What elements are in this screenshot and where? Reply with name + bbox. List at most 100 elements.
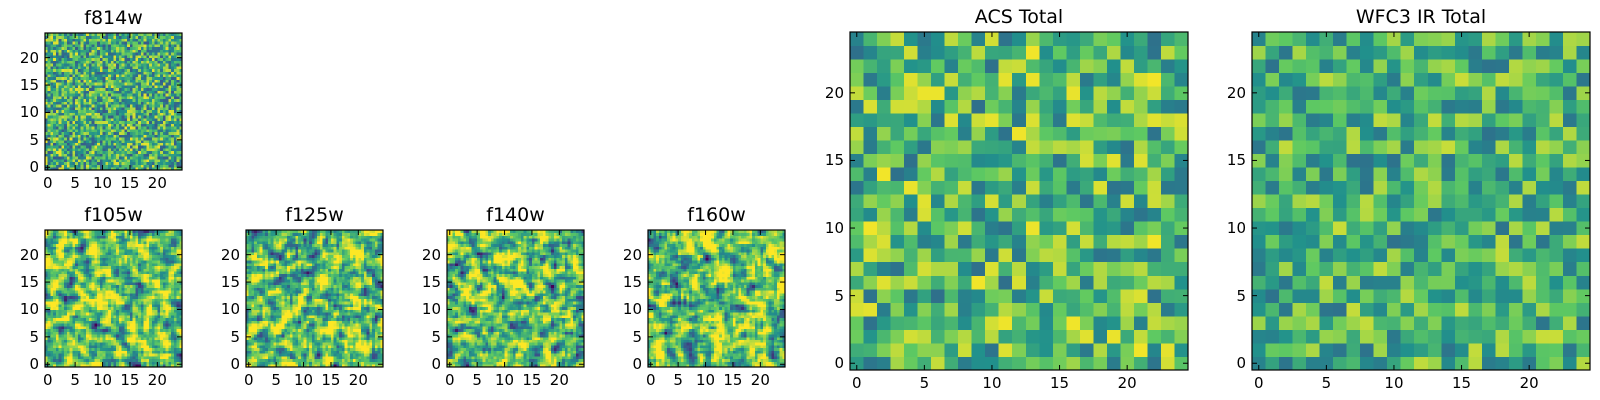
heatmap-cell [61, 161, 65, 165]
heatmap-cell [165, 148, 169, 152]
heatmap-cell [149, 115, 153, 119]
heatmap-cell [47, 331, 51, 335]
heatmap-cell [86, 137, 90, 141]
heatmap-cell [124, 117, 128, 122]
heatmap-cell [53, 60, 57, 64]
heatmap-cell [110, 52, 114, 56]
heatmap-cell [47, 290, 51, 294]
heatmap-cell [127, 347, 131, 351]
heatmap-cell [127, 65, 131, 70]
heatmap-cell [116, 320, 120, 324]
heatmap-cell [171, 96, 175, 100]
heatmap-cell [75, 350, 79, 354]
heatmap-cell [61, 243, 65, 247]
heatmap-cell [110, 131, 114, 135]
heatmap-cell [80, 309, 84, 313]
heatmap-cell [91, 54, 95, 59]
heatmap-cell [127, 79, 131, 83]
heatmap-cell [88, 290, 92, 294]
heatmap-cell [66, 38, 71, 42]
heatmap-cell [69, 139, 73, 143]
heatmap-cell [171, 243, 175, 247]
heatmap-cell [110, 123, 114, 127]
heatmap-cell [149, 240, 153, 245]
heatmap-cell [86, 240, 90, 245]
heatmap-cell [55, 101, 60, 105]
heatmap-cell [83, 148, 87, 152]
heatmap-cell [105, 312, 109, 316]
heatmap-cell [77, 246, 82, 250]
heatmap-cell [121, 74, 125, 78]
heatmap-cell [132, 353, 136, 357]
heatmap-cell [47, 117, 51, 122]
heatmap-cell [149, 251, 153, 256]
heatmap-cell [138, 323, 142, 327]
heatmap-cell [118, 128, 123, 133]
heatmap-cell [64, 153, 68, 157]
heatmap-cell [102, 43, 106, 48]
heatmap-cell [99, 85, 103, 89]
heatmap-cell [91, 52, 95, 56]
heatmap-cell [102, 312, 106, 316]
heatmap-cell [61, 74, 65, 78]
heatmap-cell [110, 356, 114, 360]
heatmap-cell [61, 284, 65, 288]
heatmap-cell [72, 358, 76, 362]
heatmap-cell [146, 317, 150, 321]
heatmap-cell [50, 74, 54, 78]
heatmap-cell [168, 46, 172, 50]
heatmap-cell [66, 230, 71, 234]
heatmap-cell [105, 334, 109, 338]
heatmap-cell [168, 164, 172, 168]
heatmap-cell [146, 123, 150, 127]
heatmap-cell [72, 57, 76, 61]
heatmap-cell [132, 232, 136, 236]
heatmap-cell [45, 128, 49, 133]
heatmap-cell [80, 306, 84, 310]
heatmap-cell [132, 243, 136, 247]
heatmap-cell [135, 161, 139, 165]
heatmap-cell [72, 339, 76, 343]
heatmap-cell [69, 361, 73, 365]
heatmap-cell [72, 46, 76, 50]
heatmap-cell [86, 112, 90, 116]
heatmap-cell [154, 106, 158, 111]
heatmap-cell [179, 96, 183, 100]
heatmap-cell [94, 246, 98, 250]
heatmap-cell [165, 71, 169, 75]
heatmap-cell [171, 276, 175, 280]
heatmap-cell [83, 309, 87, 313]
heatmap-cell [69, 271, 73, 275]
heatmap-cell [149, 76, 153, 80]
heatmap-cell [140, 246, 145, 250]
heatmap-cell [129, 33, 134, 37]
heatmap-cell [108, 148, 112, 152]
heatmap-cell [132, 298, 136, 302]
heatmap-cell [176, 159, 180, 163]
heatmap-cell [165, 257, 169, 261]
heatmap-cell [91, 164, 95, 168]
heatmap-cell [99, 35, 103, 39]
heatmap-cell [64, 93, 68, 97]
heatmap-cell [91, 273, 95, 277]
heatmap-cell [66, 159, 71, 163]
heatmap-cell [80, 96, 84, 100]
heatmap-cell [47, 87, 51, 91]
heatmap-cell [77, 312, 82, 316]
heatmap-cell [118, 353, 123, 357]
heatmap-cell [66, 260, 71, 264]
heatmap-cell [72, 33, 76, 37]
heatmap-cell [94, 282, 98, 286]
heatmap-cell [173, 303, 177, 308]
heatmap-cell [45, 328, 49, 332]
heatmap-cell [118, 240, 123, 245]
heatmap-cell [135, 358, 139, 362]
heatmap-cell [113, 265, 117, 269]
heatmap-cell [157, 279, 161, 283]
heatmap-cell [127, 74, 131, 78]
heatmap-cell [113, 364, 117, 368]
heatmap-cell [149, 336, 153, 340]
heatmap-cell [91, 240, 95, 245]
heatmap-cell [143, 85, 147, 89]
heatmap-cell [116, 134, 120, 138]
